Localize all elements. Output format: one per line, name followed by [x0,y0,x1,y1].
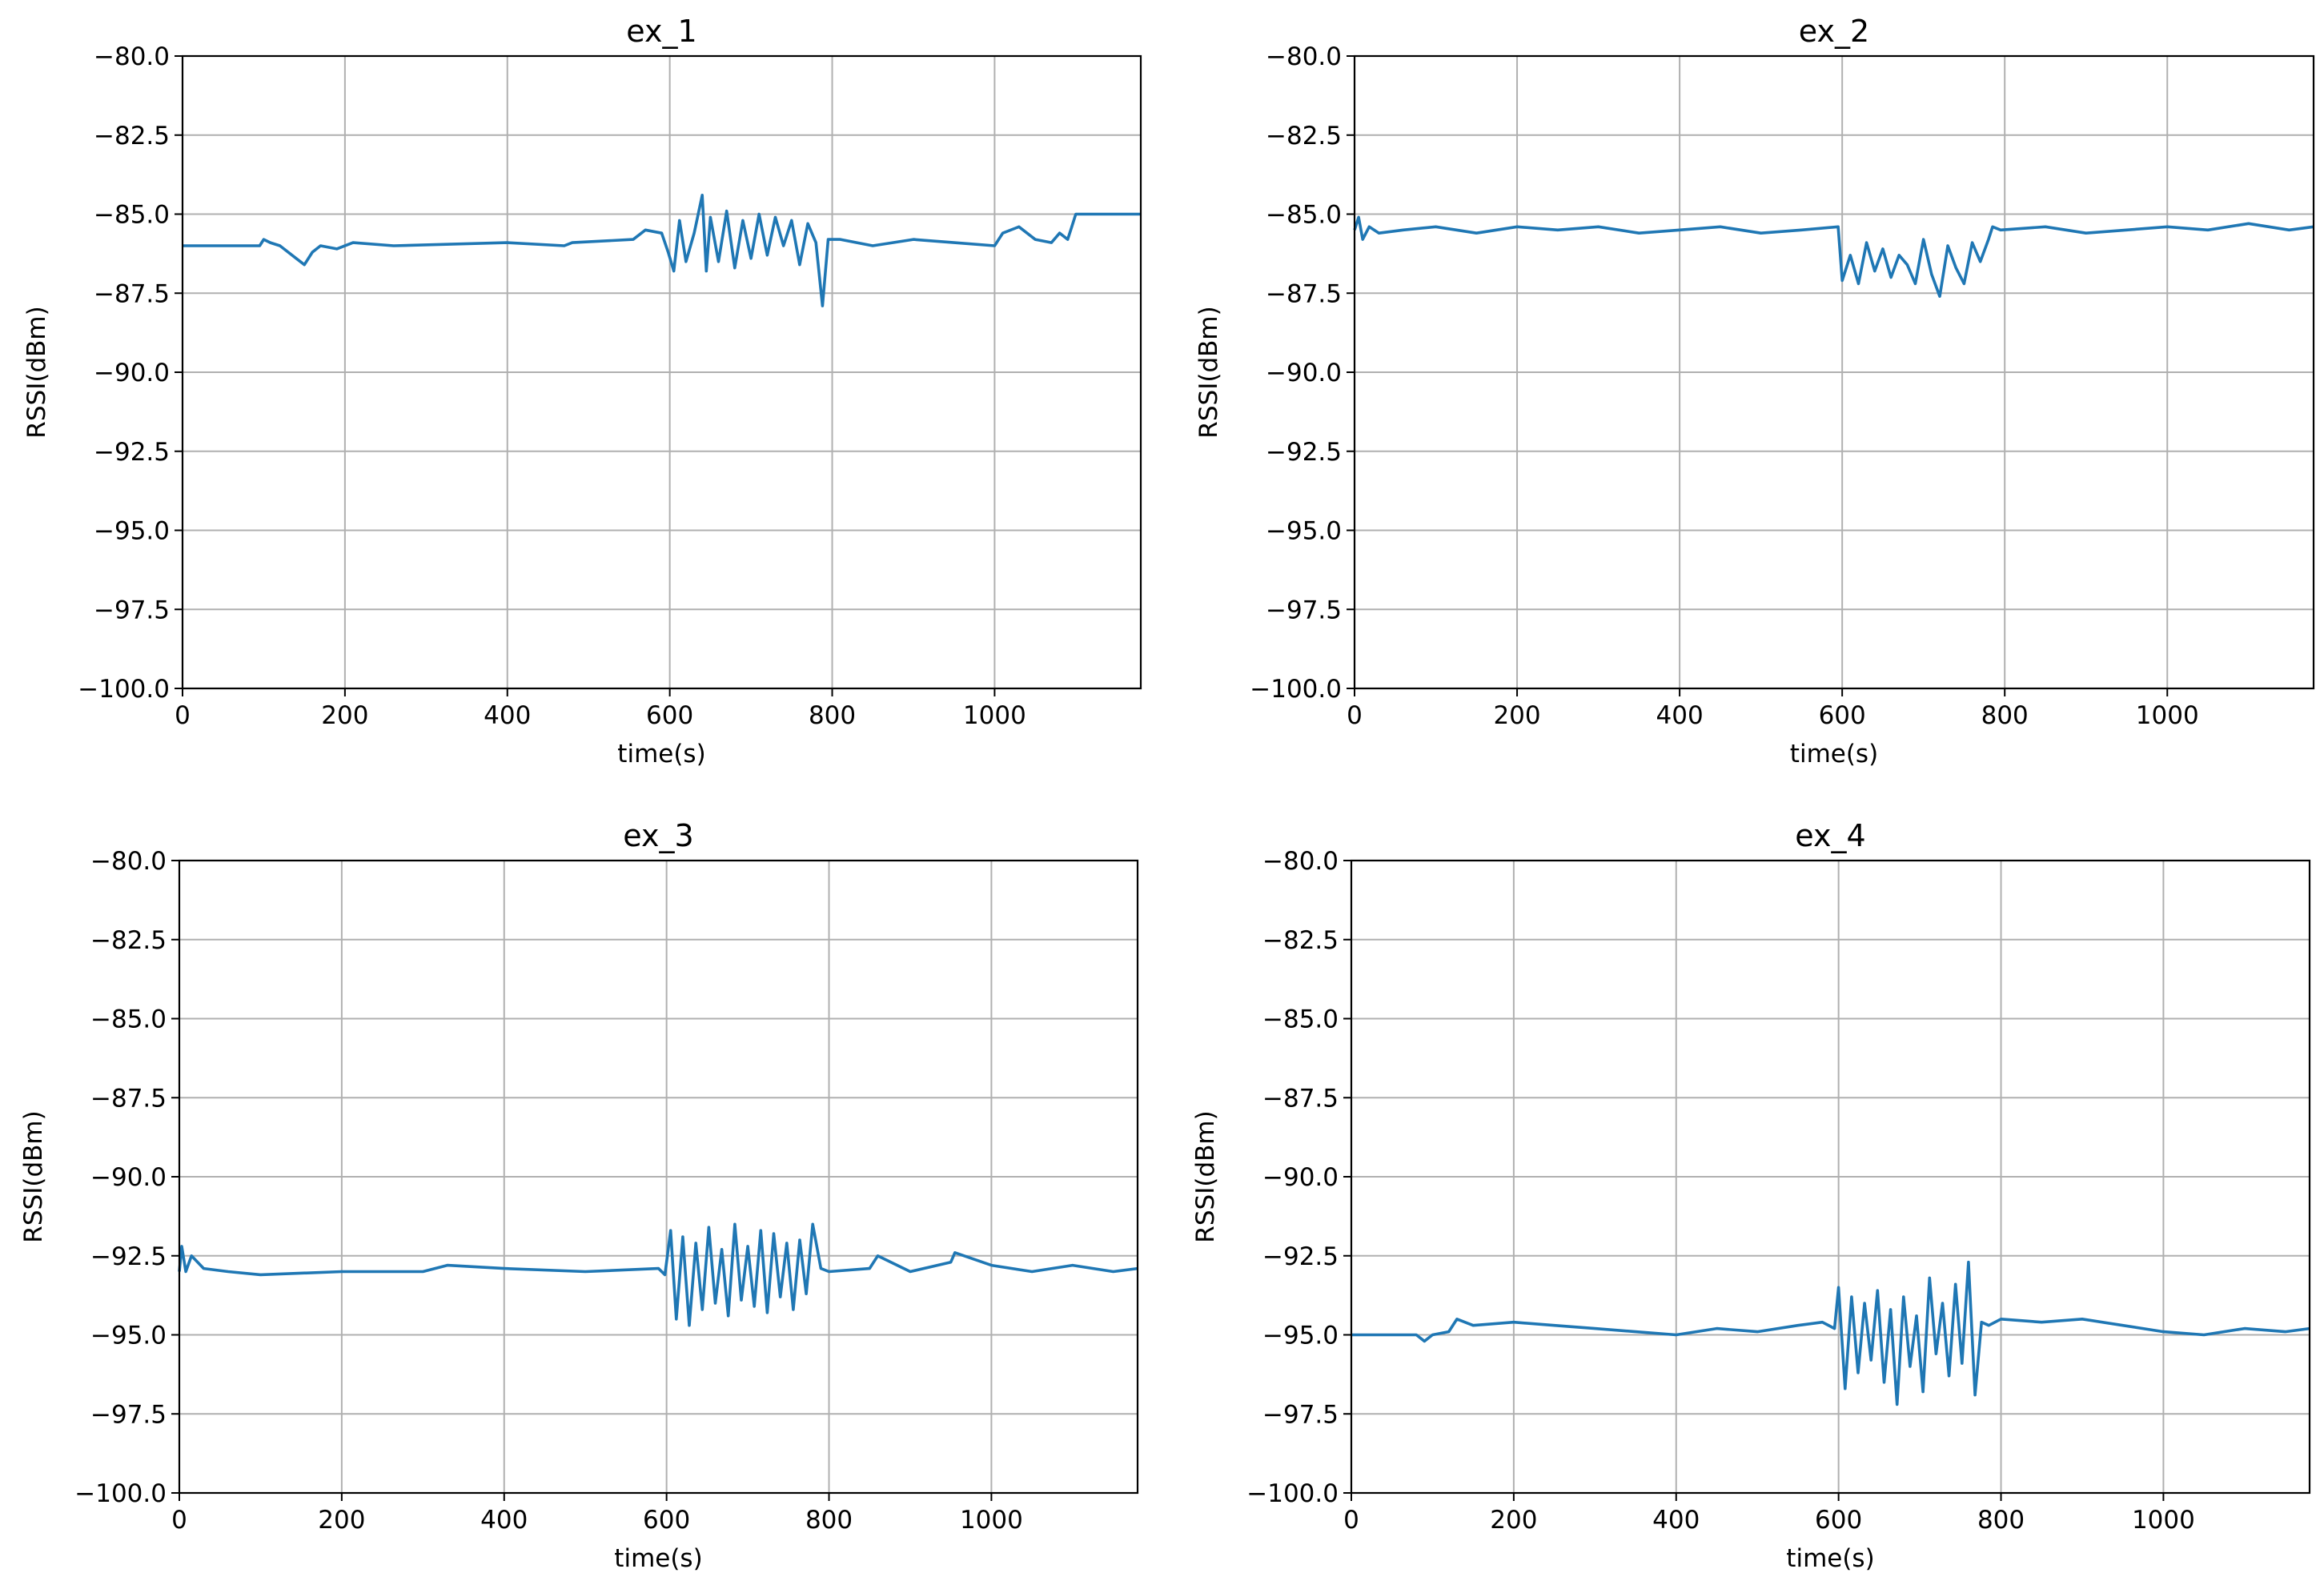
y-tick-label: −95.0 [1266,517,1342,546]
x-tick-label: 600 [1815,1506,1862,1535]
y-tick-label: −85.0 [1262,1005,1339,1034]
y-tick-label: −82.5 [1262,926,1339,955]
y-tick-label: −97.5 [94,596,170,624]
y-tick-label: −85.0 [1266,201,1342,230]
subplot-ex-1: 0 200 400 600 800 1000 −80.0 −82.5 −85.0 −87.5 −90… [22,14,1142,768]
x-tick-label: 200 [1493,701,1540,730]
series-line-rssi [178,1222,1138,1327]
y-tick-label: −82.5 [94,122,170,150]
y-tick-label: −82.5 [90,926,167,955]
y-tick-label: −80.0 [94,42,170,71]
y-tick-label: −92.5 [1266,438,1342,467]
x-tick-label: 200 [318,1506,365,1535]
x-tick-label: 1000 [2132,1506,2195,1535]
y-tick-label: −92.5 [1262,1242,1339,1271]
series-line-rssi [1353,215,2314,299]
x-axis-label: time(s) [1790,740,1878,768]
x-tick-label: 1000 [2136,701,2199,730]
y-tick-label: −100.0 [1250,675,1342,704]
chart-title: ex_2 [1799,14,1869,49]
y-tick-label: −100.0 [74,1479,167,1508]
chart-title: ex_1 [626,14,696,49]
x-tick-label: 0 [1343,1506,1359,1535]
y-tick-label: −97.5 [1266,596,1342,624]
y-tick-label: −80.0 [90,847,167,876]
plot-frame [178,859,1139,1495]
x-tick-label: 0 [1347,701,1363,730]
chart-title: ex_3 [623,818,693,853]
y-axis-label: RSSI(dBm) [1194,306,1223,438]
x-tick-label: 200 [321,701,368,730]
x-axis-label: time(s) [1786,1544,1874,1573]
plot-frame [181,54,1142,690]
y-tick-label: −100.0 [1246,1479,1339,1508]
x-tick-label: 400 [1652,1506,1700,1535]
x-tick-label: 800 [1981,701,2029,730]
y-tick-label: −82.5 [1266,122,1342,150]
y-axis-label: RSSI(dBm) [1191,1110,1220,1242]
subplot-ex-2: 0 200 400 600 800 1000 −80.0 −82.5 −85.0 −87.5 −90… [1194,14,2315,768]
x-tick-label: 1000 [963,701,1026,730]
series-line-rssi [183,194,1141,307]
x-tick-label: 0 [175,701,191,730]
x-tick-label: 0 [171,1506,187,1535]
y-tick-label: −80.0 [1262,847,1339,876]
y-tick-label: −90.0 [90,1163,167,1192]
chart-title: ex_4 [1795,818,1865,853]
y-tick-label: −87.5 [1266,279,1342,308]
y-tick-label: −87.5 [94,279,170,308]
y-tick-label: −85.0 [90,1005,167,1034]
y-tick-label: −85.0 [94,201,170,230]
y-tick-label: −87.5 [1262,1084,1339,1113]
x-axis-label: time(s) [614,1544,702,1573]
y-tick-label: −90.0 [1262,1163,1339,1192]
x-tick-label: 1000 [960,1506,1023,1535]
x-tick-label: 400 [1656,701,1704,730]
y-tick-label: −97.5 [90,1400,167,1429]
y-tick-label: −92.5 [90,1242,167,1271]
x-tick-label: 800 [809,701,856,730]
y-tick-label: −95.0 [94,517,170,546]
plot-frame [1350,859,2311,1495]
x-axis-label: time(s) [617,740,705,768]
y-tick-label: −87.5 [90,1084,167,1113]
x-tick-label: 600 [643,1506,690,1535]
plot-frame [1353,54,2315,690]
y-tick-label: −95.0 [90,1322,167,1350]
y-tick-label: −90.0 [1266,359,1342,387]
x-tick-label: 200 [1490,1506,1537,1535]
x-tick-label: 600 [1819,701,1866,730]
y-tick-label: −80.0 [1266,42,1342,71]
y-tick-label: −90.0 [94,359,170,387]
series-line-rssi [1351,1260,2310,1406]
x-tick-label: 800 [1977,1506,2025,1535]
x-tick-label: 400 [480,1506,528,1535]
x-tick-label: 800 [805,1506,853,1535]
y-tick-label: −100.0 [78,675,170,704]
y-axis-label: RSSI(dBm) [22,306,51,438]
y-tick-label: −95.0 [1262,1322,1339,1350]
y-tick-label: −92.5 [94,438,170,467]
x-tick-label: 400 [484,701,531,730]
y-tick-label: −97.5 [1262,1400,1339,1429]
x-tick-label: 600 [646,701,693,730]
y-axis-label: RSSI(dBm) [19,1110,48,1242]
subplot-ex-3: 0 200 400 600 800 1000 −80.0 −82.5 −85.0 −87.5 −90… [19,818,1139,1573]
subplot-ex-4: 0 200 400 600 800 1000 −80.0 −82.5 −85.0 −87.5 −90… [1191,818,2311,1573]
